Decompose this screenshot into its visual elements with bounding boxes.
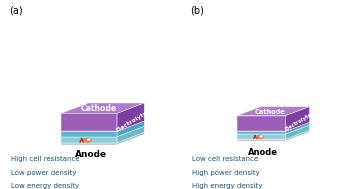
Polygon shape bbox=[61, 126, 144, 137]
Text: High power density: High power density bbox=[192, 170, 260, 176]
Text: (a): (a) bbox=[9, 6, 23, 16]
Polygon shape bbox=[237, 130, 310, 139]
Circle shape bbox=[87, 139, 90, 140]
Polygon shape bbox=[286, 130, 310, 141]
Text: Anode: Anode bbox=[248, 148, 278, 157]
Polygon shape bbox=[117, 126, 144, 143]
Text: High cell resistance: High cell resistance bbox=[11, 156, 79, 162]
Text: Electrolyte: Electrolyte bbox=[285, 112, 313, 132]
Polygon shape bbox=[237, 131, 286, 134]
Text: Anode: Anode bbox=[75, 150, 107, 159]
Polygon shape bbox=[61, 137, 117, 143]
Polygon shape bbox=[61, 113, 117, 131]
Polygon shape bbox=[237, 107, 310, 116]
Text: Low energy density: Low energy density bbox=[11, 183, 79, 189]
Polygon shape bbox=[61, 131, 117, 137]
Polygon shape bbox=[286, 125, 310, 139]
Polygon shape bbox=[237, 122, 310, 131]
Polygon shape bbox=[61, 143, 117, 145]
Polygon shape bbox=[117, 121, 144, 137]
Polygon shape bbox=[61, 103, 144, 113]
Text: Low power density: Low power density bbox=[11, 170, 76, 176]
Polygon shape bbox=[117, 132, 144, 145]
Circle shape bbox=[84, 138, 91, 142]
Text: Cathode: Cathode bbox=[254, 108, 285, 115]
Polygon shape bbox=[286, 122, 310, 134]
Polygon shape bbox=[61, 132, 144, 143]
Polygon shape bbox=[117, 103, 144, 131]
Polygon shape bbox=[237, 139, 286, 141]
Polygon shape bbox=[237, 134, 286, 139]
Text: Cathode: Cathode bbox=[80, 104, 117, 113]
Polygon shape bbox=[286, 107, 310, 131]
Circle shape bbox=[260, 136, 262, 137]
Polygon shape bbox=[237, 116, 286, 131]
Polygon shape bbox=[61, 121, 144, 131]
Text: Low cell resistance: Low cell resistance bbox=[192, 156, 259, 162]
Text: (b): (b) bbox=[191, 6, 204, 16]
Text: Electrolyte: Electrolyte bbox=[115, 110, 149, 133]
Polygon shape bbox=[237, 125, 310, 134]
Circle shape bbox=[257, 135, 263, 139]
Text: High energy density: High energy density bbox=[192, 183, 263, 189]
